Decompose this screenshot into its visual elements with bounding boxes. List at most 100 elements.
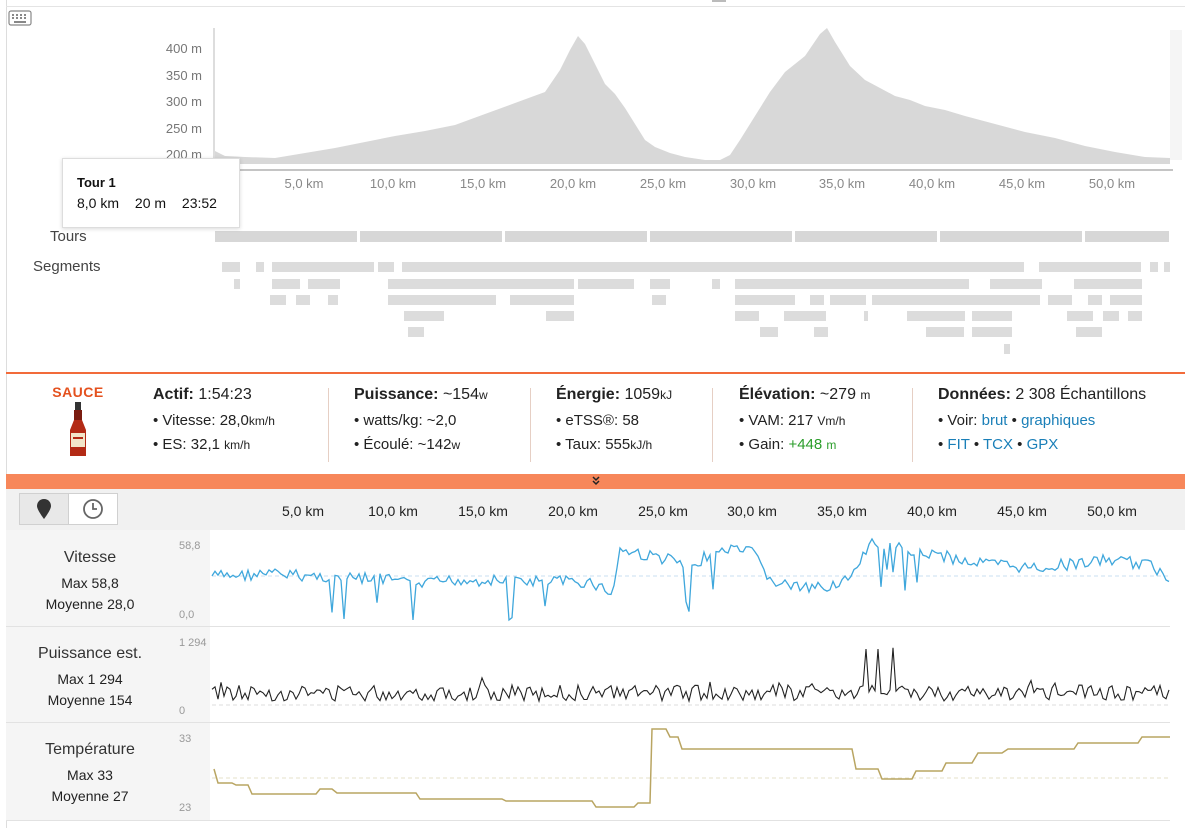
collapse-toggle[interactable] <box>6 474 1185 489</box>
elevation-km-tick: 10,0 km <box>369 176 417 191</box>
segment-bar <box>1076 327 1102 337</box>
segment-bar <box>272 279 300 289</box>
resize-handle[interactable] <box>712 0 726 4</box>
segment-bar <box>270 295 286 305</box>
energie-value: 1059 <box>624 386 661 403</box>
segment-bar <box>735 279 969 289</box>
power-panel-label: Puissance est. Max 1 294 Moyenne 154 <box>10 645 170 713</box>
lap-bar <box>940 231 1082 242</box>
tab-map[interactable] <box>19 493 69 525</box>
double-chevron-down-icon <box>591 476 600 486</box>
actif-label: Actif: <box>153 386 194 403</box>
elevation-km-tick: 35,0 km <box>818 176 866 191</box>
segment-bar <box>328 295 338 305</box>
segment-bar <box>1110 295 1142 305</box>
segment-bar <box>652 295 666 305</box>
power-series <box>211 647 1170 704</box>
tours-label: Tours <box>50 228 87 245</box>
speed-label: Vitesse: <box>162 412 216 429</box>
segment-bar <box>388 295 496 305</box>
panel-avg: Moyenne 28,0 <box>45 596 135 612</box>
segment-bar <box>1103 311 1119 321</box>
speed-unit: km/h <box>248 414 275 428</box>
vam-label: VAM: <box>748 412 784 429</box>
segment-bar <box>926 327 964 337</box>
graphs-link[interactable]: graphiques <box>1021 412 1096 429</box>
segment-bar <box>388 279 574 289</box>
tooltip-values: 8,0 km 20 m 23:52 <box>77 195 225 211</box>
segment-bar <box>1048 295 1072 305</box>
logo-text: SAUCE <box>52 384 104 400</box>
elevation-km-tick: 25,0 km <box>639 176 687 191</box>
segment-bar <box>272 262 374 272</box>
speed-ymin: 0,0 <box>179 609 195 621</box>
panel-title: Vitesse <box>63 549 117 566</box>
segment-bar <box>1150 262 1158 272</box>
vam-value: 217 <box>788 412 814 429</box>
segment-bar <box>814 327 828 337</box>
es-value: 32,1 <box>190 436 220 453</box>
tcx-export-link[interactable]: TCX <box>982 436 1013 453</box>
lap-bar <box>795 231 937 242</box>
segment-bar <box>578 279 634 289</box>
temperature-chart[interactable] <box>172 723 1170 820</box>
chart-km-tick: 20,0 km <box>548 503 598 519</box>
segment-bar <box>1128 311 1142 321</box>
segment-bar <box>378 262 394 272</box>
lap-bar <box>650 231 792 242</box>
laps-segments-track[interactable] <box>210 228 1175 358</box>
etss-label: eTSS®: <box>565 412 619 429</box>
elevation-km-tick: 20,0 km <box>549 176 597 191</box>
donnees-label: Données: <box>938 386 1011 403</box>
elevation-km-tick: 15,0 km <box>459 176 507 191</box>
temperature-series <box>213 728 1170 808</box>
taux-value: 555 <box>605 436 631 453</box>
elevation-km-tick: 30,0 km <box>729 176 777 191</box>
actif-value: 1:54:23 <box>198 386 252 403</box>
tooltip-elevation: 20 m <box>134 195 167 211</box>
keyboard-icon[interactable] <box>8 10 32 26</box>
top-divider <box>6 6 1185 7</box>
stat-separator <box>328 388 329 462</box>
puissance-unit: w <box>478 388 488 402</box>
energie-label: Énergie: <box>556 386 621 403</box>
elevation-tick: 400 m <box>165 41 202 56</box>
elevation-profile-chart[interactable] <box>205 20 1175 175</box>
stat-donnees: Données: 2 308 Échantillons • Voir: brut… <box>938 386 1147 453</box>
segment-bar <box>972 311 1012 321</box>
elevation-unit: m <box>860 388 871 402</box>
ecoule-unit: w <box>451 438 461 452</box>
fit-export-link[interactable]: FIT <box>947 436 970 453</box>
power-chart[interactable] <box>172 627 1170 722</box>
tab-time[interactable] <box>68 493 118 525</box>
segment-bar <box>1074 279 1142 289</box>
panel-max: Max 33 <box>67 767 113 783</box>
segments-label: Segments <box>33 258 101 275</box>
lap-tooltip: Tour 1 8,0 km 20 m 23:52 <box>62 158 240 228</box>
panel-title: Puissance est. <box>37 645 143 662</box>
segment-bar <box>712 279 720 289</box>
panel-max: Max 58,8 <box>61 575 119 591</box>
segment-bar <box>1004 344 1010 354</box>
puissance-label: Puissance: <box>354 386 439 403</box>
gpx-export-link[interactable]: GPX <box>1026 436 1059 453</box>
es-label: ES: <box>162 436 187 453</box>
segment-bar <box>972 327 1012 337</box>
segment-bar <box>222 262 240 272</box>
speed-chart[interactable] <box>172 530 1170 626</box>
segment-bar <box>864 311 868 321</box>
scroll-gutter <box>1170 30 1182 160</box>
segment-bar <box>1067 311 1093 321</box>
stat-puissance: Puissance: ~154w • watts/kg: ~2,0 • Écou… <box>354 386 488 453</box>
ecoule-value: ~142 <box>417 436 452 453</box>
taux-label: Taux: <box>565 436 602 453</box>
elevation-km-tick: 50,0 km <box>1088 176 1136 191</box>
sauce-logo: SAUCE <box>30 384 126 463</box>
ecoule-label: Écoulé: <box>363 436 414 453</box>
elevation-km-tick: 45,0 km <box>998 176 1046 191</box>
segment-bar <box>402 262 1024 272</box>
wkg-label: watts/kg: <box>363 412 423 429</box>
temp-ymin: 23 <box>179 802 192 814</box>
raw-data-link[interactable]: brut <box>981 412 1008 429</box>
wkg-value: ~2,0 <box>426 412 457 429</box>
